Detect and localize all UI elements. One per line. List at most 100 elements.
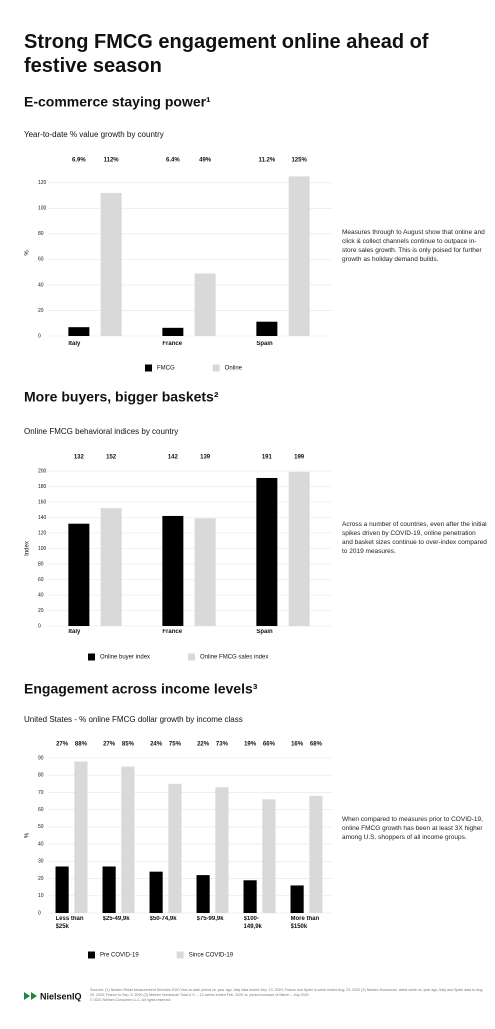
y-tick-label: 120 <box>38 530 47 536</box>
annotation-box: Across a number of countries, even after… <box>342 521 487 555</box>
bar <box>162 327 184 336</box>
legend-swatch <box>176 951 184 959</box>
x-tick-label-box: Spain <box>256 629 273 635</box>
section-title: More buyers, bigger baskets² <box>24 389 219 405</box>
value-label: 66% <box>263 742 276 748</box>
value-label: 6.4% <box>166 158 180 164</box>
legend-swatch <box>88 653 95 661</box>
y-axis-label: % <box>25 250 31 256</box>
bar <box>194 518 216 626</box>
value-label: 199 <box>294 455 305 461</box>
bar <box>100 508 122 626</box>
bar <box>168 783 182 913</box>
y-tick-label: 0 <box>38 910 41 916</box>
x-tick-label: $100-149,9k <box>243 916 262 930</box>
x-tick-label: More than $150k <box>290 916 320 930</box>
bar <box>196 875 210 913</box>
bar <box>215 787 229 913</box>
bar <box>162 515 184 626</box>
x-tick-label-box: France <box>162 341 183 347</box>
legend-label: Since COVID-19 <box>189 953 234 959</box>
bar <box>68 523 90 626</box>
y-tick-label: 160 <box>38 499 47 505</box>
value-label: 132 <box>74 455 85 461</box>
y-tick-label: 70 <box>38 790 44 796</box>
section-title: Engagement across income levels³ <box>24 681 258 697</box>
x-tick-label-box: Italy <box>68 629 80 635</box>
legend-label: FMCG <box>157 366 175 372</box>
x-tick-label-box: More than $150k <box>290 916 320 930</box>
value-label: 152 <box>106 455 117 461</box>
y-tick-label: 50 <box>38 824 44 830</box>
x-tick-label-box: Italy <box>68 341 80 347</box>
legend-swatch <box>212 364 220 372</box>
y-tick-label: 60 <box>38 807 44 813</box>
logo-text: NielsenIQ <box>40 991 82 1001</box>
bar <box>194 273 216 336</box>
x-tick-label: France <box>162 341 183 347</box>
title-box: Strong FMCG engagement online ahead of f… <box>24 31 428 77</box>
y-axis-label: % <box>25 832 31 838</box>
annotation: When compared to measures prior to COVID… <box>342 816 483 841</box>
x-tick-label-box: $100-149,9k <box>243 916 262 930</box>
legend-label: Online FMCG sales index <box>200 655 268 661</box>
y-tick-label: 60 <box>38 577 44 583</box>
chart-subtitle: United States - % online FMCG dollar gro… <box>24 715 243 724</box>
x-tick-label-box: $75-99,9k <box>197 916 224 922</box>
bar <box>309 795 323 913</box>
value-label: 68% <box>310 742 323 748</box>
annotation-box: When compared to measures prior to COVID… <box>342 816 483 841</box>
y-tick-label: 0 <box>38 333 41 339</box>
bar <box>68 327 90 336</box>
bar <box>100 192 122 336</box>
value-label: 22% <box>197 742 210 748</box>
x-tick-label: Spain <box>256 629 273 635</box>
chart-subtitle: Year-to-date % value growth by country <box>24 130 164 139</box>
legend-label: Pre COVID-19 <box>100 953 139 959</box>
bar <box>256 477 278 626</box>
x-tick-label: $25-49,9k <box>102 916 130 922</box>
value-label: 125% <box>291 158 307 164</box>
y-tick-label: 20 <box>38 308 44 314</box>
legend-label: Online <box>225 366 243 372</box>
y-tick-label: 100 <box>38 546 47 552</box>
value-label: 49% <box>199 158 212 164</box>
y-tick-label: 40 <box>38 841 44 847</box>
bar <box>74 761 88 913</box>
copyright: © 2021 Nielsen Consumer LLC. All rights … <box>90 998 172 1002</box>
bar <box>290 885 304 913</box>
value-label: 27% <box>103 742 116 748</box>
bar <box>149 871 163 913</box>
bar <box>256 321 278 336</box>
y-tick-label: 100 <box>38 206 47 212</box>
y-axis-label: Index <box>25 541 31 556</box>
value-label: 6.9% <box>72 158 86 164</box>
x-tick-label-box: $25-49,9k <box>102 916 130 922</box>
legend-swatch <box>145 364 152 372</box>
value-label: 191 <box>262 455 273 461</box>
bar <box>262 799 276 913</box>
y-tick-label: 30 <box>38 859 44 865</box>
x-tick-label: $50-74,9k <box>149 916 177 922</box>
y-tick-label: 90 <box>38 755 44 761</box>
x-tick-label: France <box>162 629 183 635</box>
x-tick-label-box: $50-74,9k <box>149 916 177 922</box>
x-tick-label: Spain <box>256 341 273 347</box>
legend-label: Online buyer index <box>100 655 150 661</box>
y-tick-label: 140 <box>38 515 47 521</box>
y-tick-label: 120 <box>38 180 47 186</box>
y-tick-label: 200 <box>38 468 47 474</box>
y-tick-label: 40 <box>38 282 44 288</box>
value-label: 85% <box>122 742 135 748</box>
bar <box>55 866 69 913</box>
y-tick-label: 40 <box>38 592 44 598</box>
footnote: Sources: (1) Nielsen Retail Measurement … <box>90 988 485 1003</box>
y-tick-label: 180 <box>38 484 47 490</box>
x-tick-label-box: Less than $25k <box>56 916 84 930</box>
value-label: 88% <box>75 742 88 748</box>
value-label: 142 <box>168 455 179 461</box>
annotation: Measures through to August show that onl… <box>342 229 485 263</box>
y-tick-label: 10 <box>38 893 44 899</box>
y-tick-label: 0 <box>38 623 41 629</box>
